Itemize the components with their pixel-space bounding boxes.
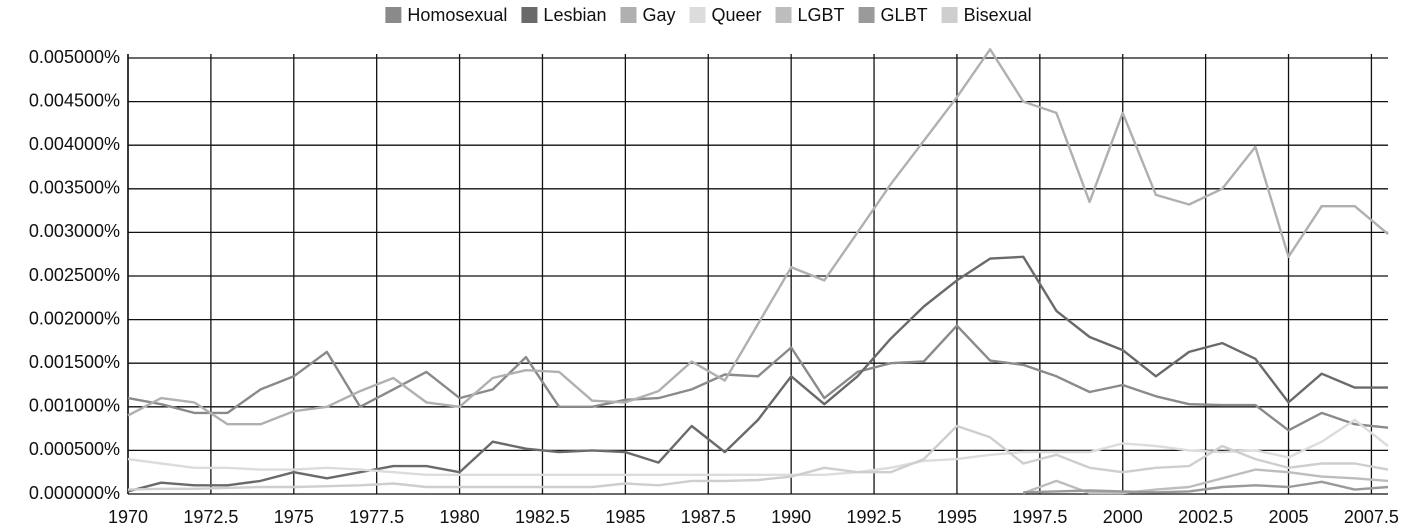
legend-label: Lesbian <box>543 5 606 25</box>
x-tick-label: 1972.5 <box>183 507 238 527</box>
legend-item: LGBT <box>775 5 845 25</box>
legend-swatch <box>620 7 637 23</box>
y-tick-label: 0.000500% <box>29 439 120 459</box>
legend-item: Gay <box>620 5 676 25</box>
legend-swatch <box>858 7 875 23</box>
legend-label: Queer <box>712 5 762 25</box>
legend-swatch <box>941 7 958 23</box>
x-tick-label: 1985 <box>605 507 645 527</box>
legend-swatch <box>775 7 792 23</box>
x-tick-label: 1970 <box>108 507 148 527</box>
x-tick-label: 1975 <box>274 507 314 527</box>
x-tick-label: 2007.5 <box>1344 507 1399 527</box>
y-tick-label: 0.000000% <box>29 483 120 503</box>
series-line <box>127 424 1389 491</box>
y-tick-label: 0.003000% <box>29 221 120 241</box>
legend-item: Homosexual <box>385 5 507 25</box>
legend-label: GLBT <box>881 5 928 25</box>
legend-label: Bisexual <box>964 5 1032 25</box>
x-tick-label: 2005 <box>1269 507 1309 527</box>
y-tick-label: 0.004000% <box>29 134 120 154</box>
x-tick-label: 1990 <box>771 507 811 527</box>
legend-item: Lesbian <box>521 5 606 25</box>
legend-item: Queer <box>689 5 762 25</box>
legend-item: Bisexual <box>941 5 1032 25</box>
x-tick-label: 1997.5 <box>1012 507 1067 527</box>
y-tick-label: 0.001000% <box>29 396 120 416</box>
y-tick-label: 0.005000% <box>29 47 120 67</box>
legend-label: Gay <box>642 5 675 25</box>
y-tick-label: 0.002000% <box>29 308 120 328</box>
series-line <box>1023 480 1389 494</box>
y-tick-label: 0.003500% <box>29 178 120 198</box>
legend: Homosexual Lesbian Gay Queer LGBT GLBT Bisexua… <box>385 5 1032 25</box>
legend-label: LGBT <box>798 5 845 25</box>
x-tick-label: 1977.5 <box>349 507 404 527</box>
legend-swatch <box>689 7 706 23</box>
y-tick-label: 0.004500% <box>29 90 120 110</box>
legend-swatch <box>521 7 538 23</box>
y-tick-label: 0.002500% <box>29 265 120 285</box>
legend-item: GLBT <box>858 5 928 25</box>
x-tick-label: 1980 <box>440 507 480 527</box>
x-tick-label: 1982.5 <box>515 507 570 527</box>
x-tick-label: 1992.5 <box>847 507 902 527</box>
series-line <box>127 324 1389 432</box>
x-tick-label: 2000 <box>1103 507 1143 527</box>
legend-label: Homosexual <box>407 5 507 25</box>
series-line <box>127 255 1388 493</box>
series-line <box>127 418 1389 476</box>
x-tick-label: 2002.5 <box>1178 507 1233 527</box>
x-tick-label: 1995 <box>937 507 977 527</box>
legend-swatch <box>385 7 402 23</box>
y-tick-label: 0.001500% <box>29 352 120 372</box>
x-tick-label: 1987.5 <box>681 507 736 527</box>
series-line <box>127 48 1389 426</box>
